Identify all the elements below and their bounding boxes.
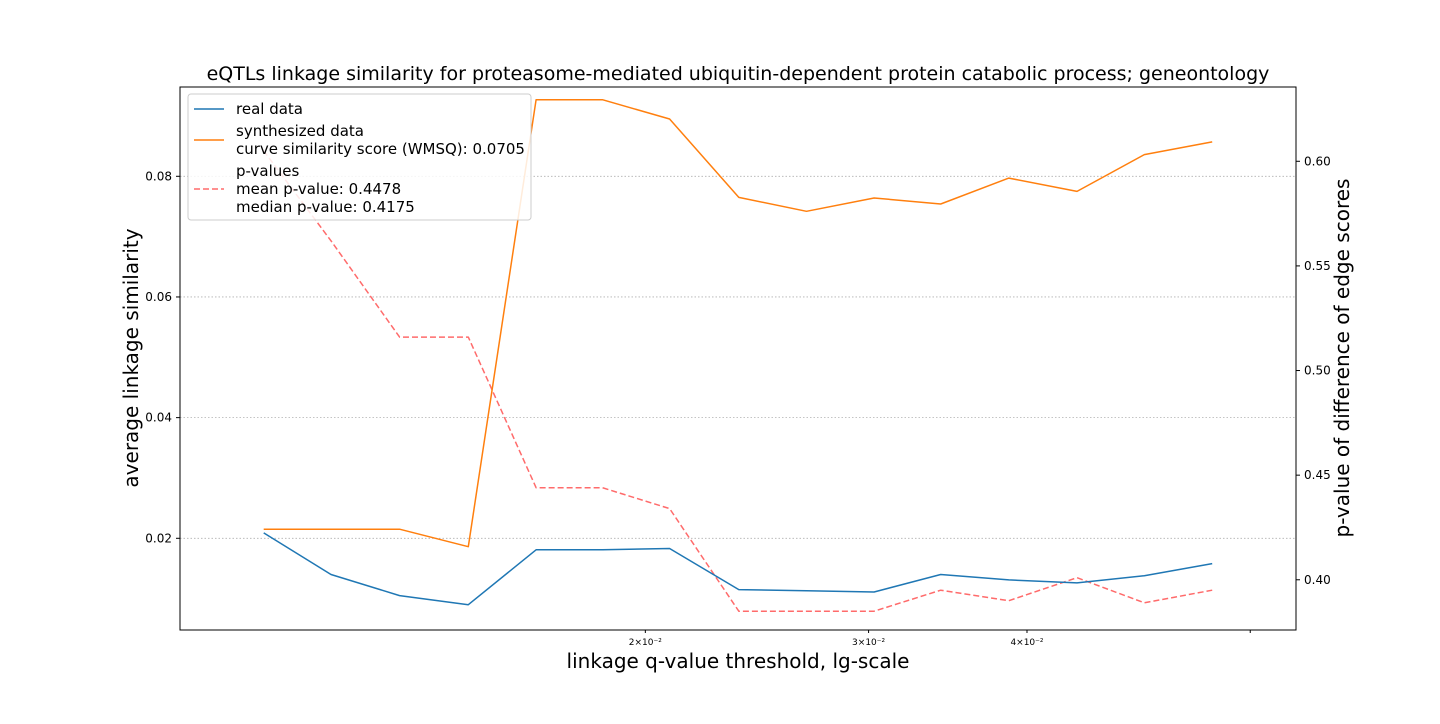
y2-tick-label: 0.55 [1304, 259, 1331, 273]
x-axis-title: linkage q-value threshold, lg-scale [567, 649, 910, 673]
legend-label: real data [236, 100, 303, 118]
plot-frame [179, 86, 1297, 631]
y2-tick-label: 0.60 [1304, 154, 1331, 168]
legend-box [187, 93, 532, 221]
y-axis-title: average linkage similarity [119, 228, 143, 487]
y2-tick-label: 0.50 [1304, 364, 1331, 378]
legend-label: curve similarity score (WMSQ): 0.0705 [236, 140, 525, 158]
x-axis: 2×10⁻² 3×10⁻² 4×10⁻² [629, 630, 1251, 648]
x-tick-label: 4×10⁻² [1010, 638, 1043, 648]
y-axis-left: 0.02 0.04 0.06 0.08 [145, 169, 180, 545]
series-line-1 [263, 98, 1213, 548]
y-axis-right: 0.40 0.45 0.50 0.55 0.60 [1296, 154, 1331, 587]
y2-tick-label: 0.45 [1304, 468, 1331, 482]
legend-label: mean p-value: 0.4478 [236, 180, 401, 198]
series-line-2 [263, 150, 1213, 612]
chart-title: eQTLs linkage similarity for proteasome-… [207, 63, 1270, 85]
y2-axis-title: p-value of difference of edge scores [1330, 179, 1354, 538]
legend-label: synthesized data [236, 122, 364, 140]
x-tick-label: 2×10⁻² [629, 638, 662, 648]
y-tick-label: 0.08 [145, 169, 172, 183]
series-layer [263, 98, 1213, 612]
legend-label: median p-value: 0.4175 [236, 198, 415, 216]
series-line-0 [263, 532, 1213, 606]
grid-layer [180, 175, 1296, 539]
x-tick-label: 3×10⁻² [852, 638, 885, 648]
y-tick-label: 0.04 [145, 411, 172, 425]
y-tick-label: 0.02 [145, 531, 172, 545]
legend-label: p-values [236, 162, 300, 180]
y-tick-label: 0.06 [145, 290, 172, 304]
y2-tick-label: 0.40 [1304, 573, 1331, 587]
